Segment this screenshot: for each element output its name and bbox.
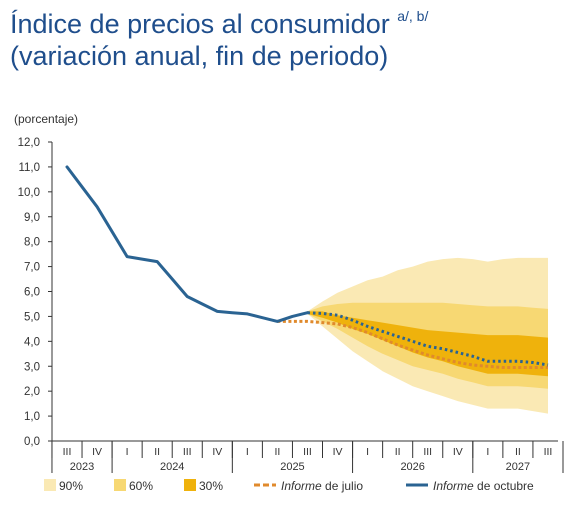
y-tick-label: 0,0 <box>24 436 40 448</box>
legend-label: 60% <box>129 479 153 493</box>
series-informe-octubre-proyeccion <box>307 311 549 367</box>
y-tick-label: 10,0 <box>18 187 40 199</box>
x-year-label: 2024 <box>160 461 184 473</box>
x-tick-label: I <box>246 446 249 458</box>
y-tick-label: 2,0 <box>24 386 40 398</box>
legend-label-rest: de octubre <box>474 479 534 493</box>
x-tick-label: III <box>544 446 553 458</box>
x-tick-label: I <box>486 446 489 458</box>
x-tick-label: IV <box>333 446 343 458</box>
title-footnote-marks: a/, b/ <box>397 8 429 24</box>
legend-label-rest: de julio <box>322 479 364 493</box>
x-tick-label: III <box>183 446 192 458</box>
page-title: Índice de precios al consumidor a/, b/ (… <box>10 8 580 72</box>
series-informe-julio <box>277 319 548 369</box>
legend-label: Informe de julio <box>281 479 363 493</box>
x-year-label: 2023 <box>70 461 94 473</box>
legend-label: Informe de octubre <box>433 479 534 493</box>
legend-label-italic: Informe <box>433 479 474 493</box>
y-tick-label: 9,0 <box>24 212 40 224</box>
x-tick-label: IV <box>212 446 222 458</box>
y-tick-label: 11,0 <box>18 162 40 174</box>
y-tick-label: 5,0 <box>24 311 40 323</box>
legend-label: 90% <box>59 479 83 493</box>
x-tick-label: III <box>63 446 72 458</box>
legend-label: 30% <box>199 479 223 493</box>
legend-swatch-60 <box>114 479 126 491</box>
x-year-label: 2026 <box>400 461 424 473</box>
y-tick-label: 3,0 <box>24 361 40 373</box>
y-axis-label: (porcentaje) <box>14 112 78 126</box>
legend-label-italic: Informe <box>281 479 322 493</box>
title-line2: (variación anual, fin de periodo) <box>10 41 389 71</box>
y-tick-label: 12,0 <box>18 137 40 149</box>
y-tick-label: 8,0 <box>24 237 40 249</box>
x-tick-label: II <box>515 446 521 458</box>
y-tick-label: 6,0 <box>24 287 40 299</box>
x-year-label: 2027 <box>506 461 530 473</box>
x-tick-label: II <box>274 446 280 458</box>
x-tick-label: II <box>154 446 160 458</box>
x-tick-label: I <box>126 446 129 458</box>
x-tick-label: III <box>423 446 432 458</box>
legend-swatch-30 <box>184 479 196 491</box>
x-year-label: 2025 <box>280 461 304 473</box>
y-tick-label: 7,0 <box>24 262 40 274</box>
title-line1: Índice de precios al consumidor <box>10 9 390 39</box>
x-tick-label: IV <box>453 446 463 458</box>
x-tick-label: I <box>366 446 369 458</box>
y-tick-label: 4,0 <box>24 336 40 348</box>
x-tick-label: IV <box>92 446 102 458</box>
x-tick-label: III <box>303 446 312 458</box>
x-tick-label: II <box>395 446 401 458</box>
series-informe-octubre <box>65 165 309 323</box>
y-tick-label: 1,0 <box>24 411 40 423</box>
legend-swatch-90 <box>44 479 56 491</box>
legend: 90% 60% 30% Informe de julio Informe de octu… <box>44 479 534 493</box>
